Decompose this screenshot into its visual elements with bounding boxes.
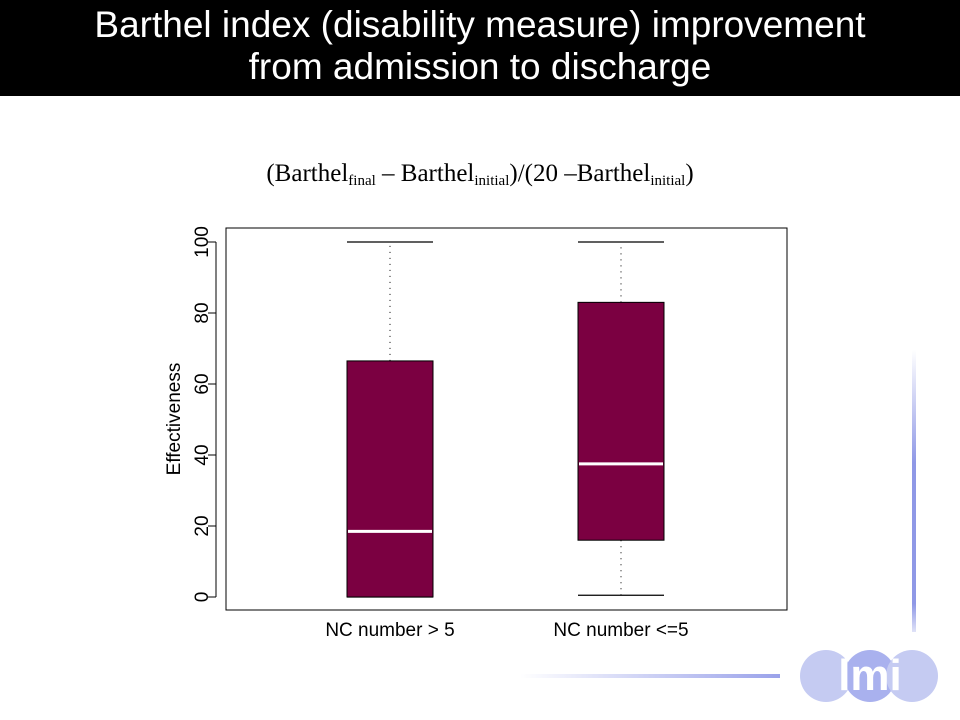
slide-title-line-2: from admission to discharge (248, 46, 712, 87)
formula-open: (Barthel (266, 160, 349, 187)
y-tick-label: 100 (192, 226, 213, 258)
slide-title-line-1: Barthel index (disability measure) impro… (94, 4, 866, 45)
slide-title: Barthel index (disability measure) impro… (0, 0, 960, 96)
x-category-label: NC number <=5 (553, 620, 688, 641)
formula-mid: )/(20 –Barthel (509, 160, 651, 187)
formula-sub-initial-2: initial (650, 173, 686, 189)
box (346, 360, 434, 598)
formula-minus: – Barthel (375, 160, 475, 187)
box (577, 301, 665, 541)
logo-text: lmi (838, 651, 902, 700)
decorative-horizontal-bar (520, 674, 780, 678)
formula: (Barthelfinal – Barthelinitial)/(20 –Bar… (0, 160, 960, 190)
plot-frame (225, 227, 788, 611)
y-tick-label: 20 (192, 515, 213, 536)
formula-close: ) (685, 160, 694, 187)
lmi-logo: lmi (800, 650, 938, 702)
y-tick-label: 0 (192, 592, 213, 603)
y-tick-label: 60 (192, 373, 213, 394)
formula-sub-final: final (348, 173, 376, 189)
y-tick-label: 80 (192, 302, 213, 323)
formula-sub-initial: initial (474, 173, 510, 189)
y-tick-label: 40 (192, 444, 213, 465)
decorative-vertical-bar (912, 350, 916, 632)
x-category-label: NC number > 5 (325, 620, 454, 641)
y-axis-label: Effectiveness (164, 363, 185, 476)
